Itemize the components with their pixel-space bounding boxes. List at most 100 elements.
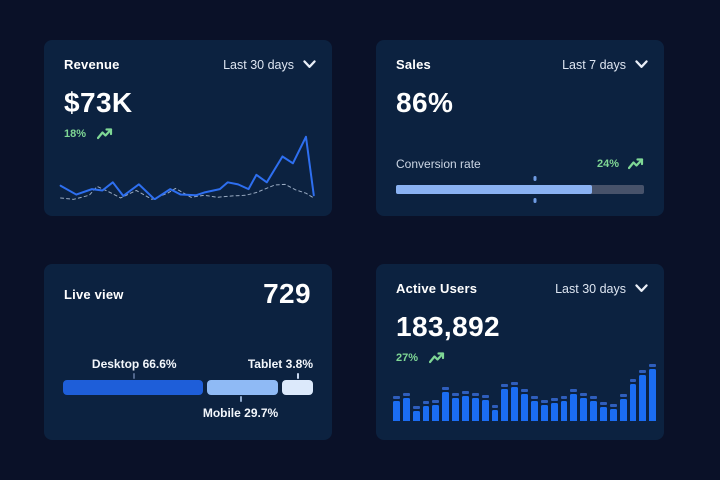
- bar-body: [521, 394, 529, 421]
- active-users-card-header: Active Users Last 30 days: [376, 264, 664, 296]
- bar-cap: [639, 370, 647, 373]
- bar: [629, 379, 637, 421]
- bar: [550, 398, 558, 421]
- bar: [422, 401, 430, 421]
- bar-body: [609, 409, 617, 421]
- conversion-rate-label: Conversion rate: [396, 157, 481, 171]
- segment-desktop: [63, 380, 204, 395]
- bar: [432, 400, 440, 421]
- bar-body: [560, 401, 568, 421]
- trending-up-icon: [97, 128, 113, 140]
- progress-fill: [396, 185, 592, 194]
- bar-body: [531, 401, 538, 421]
- bar: [590, 396, 598, 421]
- revenue-range-dropdown[interactable]: Last 30 days: [223, 58, 316, 72]
- active-users-delta-value: 27%: [396, 352, 419, 364]
- mobile-share-label: Mobile 29.7%: [202, 406, 279, 420]
- bar-cap: [609, 404, 617, 407]
- bar-body: [639, 375, 647, 421]
- ticks-bottom: [63, 395, 313, 403]
- active-users-delta: 27%: [376, 352, 664, 364]
- desktop-share-label: Desktop 66.6%: [91, 357, 177, 371]
- bar-body: [570, 394, 578, 421]
- bar: [560, 396, 568, 421]
- bar-cap: [521, 389, 529, 392]
- bar-body: [402, 398, 410, 421]
- bar-cap: [511, 382, 519, 385]
- bar-cap: [531, 396, 538, 399]
- segment-tablet: [281, 380, 313, 395]
- bar-body: [412, 411, 420, 421]
- bar-body: [452, 398, 460, 421]
- bar: [501, 384, 509, 421]
- bar-cap: [540, 400, 548, 403]
- bar-body: [590, 401, 598, 421]
- bar-body: [442, 392, 450, 421]
- bar: [412, 406, 420, 421]
- bar-body: [649, 369, 657, 421]
- bar-cap: [629, 379, 637, 382]
- bar-cap: [462, 391, 469, 394]
- live-view-card-header: Live view 729: [44, 264, 332, 310]
- tick-desktop: [133, 373, 136, 379]
- sales-value: 86%: [396, 87, 454, 118]
- revenue-delta-value: 18%: [64, 128, 87, 140]
- ticks-top: [63, 372, 313, 380]
- bar: [393, 396, 400, 421]
- bar-cap: [619, 394, 627, 397]
- bar: [540, 400, 548, 421]
- bar-body: [511, 387, 519, 421]
- bar-cap: [501, 384, 509, 387]
- segment-mobile: [207, 380, 278, 395]
- device-breakdown-chart: Desktop 66.6% Tablet 3.8% Mobile 29.7%: [63, 357, 313, 420]
- bar-body: [550, 403, 558, 421]
- bar-body: [393, 401, 400, 421]
- bar-cap: [471, 393, 479, 396]
- active-users-range-dropdown[interactable]: Last 30 days: [555, 282, 648, 296]
- bar-cap: [393, 396, 400, 399]
- bar-cap: [432, 400, 440, 403]
- bar: [442, 387, 450, 421]
- bar: [649, 364, 657, 421]
- bar-cap: [481, 395, 489, 398]
- bar-cap: [560, 396, 568, 399]
- bar-cap: [590, 396, 598, 399]
- bar-cap: [570, 389, 578, 392]
- bar-body: [432, 405, 440, 421]
- revenue-range-label: Last 30 days: [223, 57, 294, 72]
- sales-card-header: Sales Last 7 days: [376, 40, 664, 72]
- sales-range-dropdown[interactable]: Last 7 days: [562, 58, 648, 72]
- bar-body: [462, 396, 469, 421]
- sales-range-label: Last 7 days: [562, 57, 626, 72]
- chevron-down-icon: [635, 284, 648, 293]
- live-view-card: Live view 729 Desktop 66.6% Tablet 3.8% …: [44, 264, 332, 440]
- bar: [511, 382, 519, 421]
- trending-up-icon: [429, 352, 445, 364]
- bar-body: [600, 407, 607, 421]
- bar: [402, 393, 410, 421]
- line-series-current-period: [61, 137, 314, 200]
- device-stacked-bar: [63, 380, 313, 395]
- revenue-value: $73K: [64, 87, 133, 118]
- sales-card-title: Sales: [396, 57, 431, 72]
- revenue-card: Revenue Last 30 days $73K 18%: [44, 40, 332, 216]
- bar-cap: [550, 398, 558, 401]
- bar-cap: [422, 401, 430, 404]
- bar: [639, 370, 647, 421]
- active-users-value: 183,892: [396, 311, 501, 342]
- chevron-down-icon: [303, 60, 316, 69]
- chevron-down-icon: [635, 60, 648, 69]
- bar-body: [491, 410, 499, 421]
- revenue-card-header: Revenue Last 30 days: [44, 40, 332, 72]
- sales-conversion-block: Conversion rate 24%: [396, 157, 644, 203]
- bar-body: [481, 400, 489, 421]
- bar-body: [501, 389, 509, 421]
- bar: [531, 396, 538, 421]
- bar-body: [471, 398, 479, 421]
- sales-card: Sales Last 7 days 86% Conversion rate 24…: [376, 40, 664, 216]
- bar-body: [422, 406, 430, 421]
- revenue-card-title: Revenue: [64, 57, 120, 72]
- bar-body: [540, 405, 548, 421]
- sales-delta-value: 24%: [596, 158, 619, 170]
- bar-cap: [402, 393, 410, 396]
